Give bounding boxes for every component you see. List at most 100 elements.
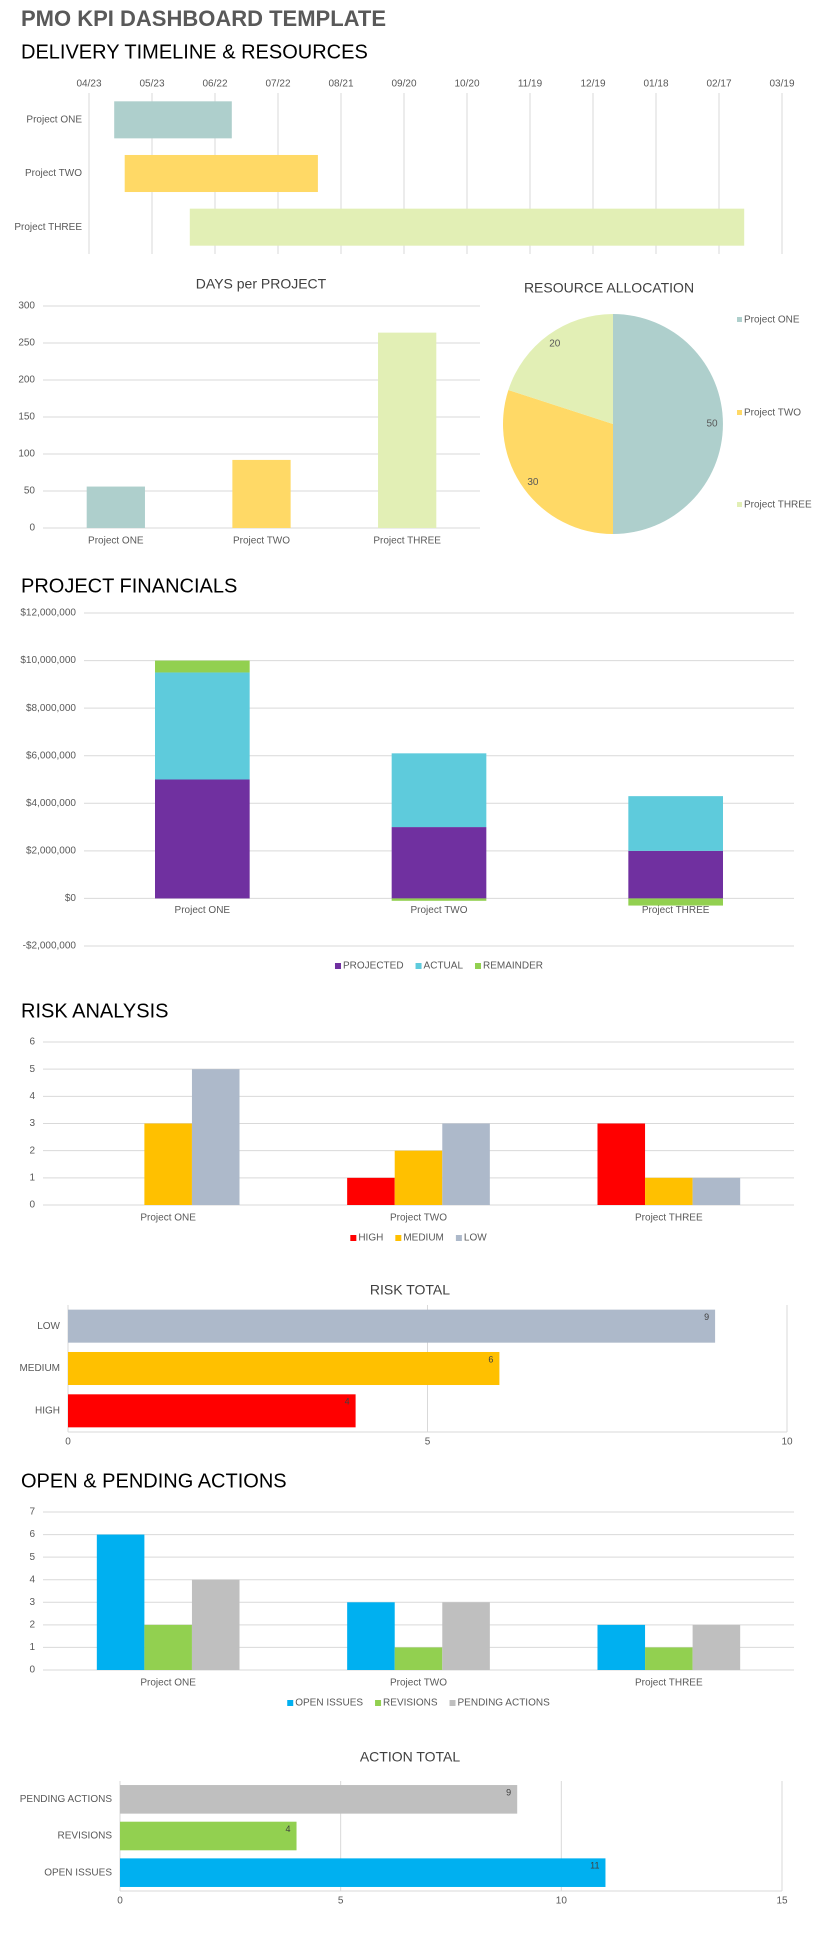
- y-tick-label: 5: [29, 1064, 35, 1075]
- x-tick-label: 08/21: [328, 79, 353, 90]
- chart-title: ACTION TOTAL: [360, 1749, 461, 1765]
- x-tick-label: 10/20: [454, 79, 479, 90]
- legend-label: HIGH: [358, 1233, 383, 1244]
- y-tick-label: 4: [29, 1091, 35, 1102]
- legend-swatch: [449, 1700, 456, 1706]
- data-label: 9: [704, 1312, 709, 1322]
- bar-segment: [155, 672, 250, 780]
- data-label: 11: [590, 1861, 599, 1871]
- y-tick-label: 0: [29, 523, 35, 534]
- y-tick-label: $0: [65, 893, 77, 904]
- section-title: DELIVERY TIMELINE & RESOURCES: [21, 41, 368, 63]
- data-label: 4: [345, 1397, 350, 1407]
- x-tick-label: Project TWO: [410, 905, 467, 916]
- y-tick-label: 50: [24, 486, 36, 497]
- y-tick-label: 4: [29, 1574, 35, 1585]
- x-tick-label: Project THREE: [635, 1678, 703, 1689]
- gantt-bar: [114, 101, 232, 139]
- x-tick-label: 11/19: [518, 79, 543, 90]
- chart-title: DAYS per PROJECT: [196, 276, 327, 292]
- y-tick-label: Project TWO: [25, 168, 82, 179]
- x-tick-label: 07/22: [265, 79, 290, 90]
- x-tick-label: Project THREE: [373, 536, 441, 547]
- y-tick-label: 2: [29, 1145, 35, 1156]
- legend-swatch: [475, 963, 481, 969]
- data-label: 9: [506, 1787, 511, 1797]
- bar: [394, 1150, 443, 1205]
- x-tick-label: Project TWO: [390, 1678, 447, 1689]
- x-tick-label: 15: [776, 1896, 788, 1907]
- legend-label: PROJECTED: [343, 961, 404, 972]
- section-title: RISK ANALYSIS: [21, 1000, 168, 1022]
- section-title: PROJECT FINANCIALS: [21, 575, 237, 597]
- legend-swatch: [737, 502, 742, 507]
- x-tick-label: Project ONE: [88, 536, 144, 547]
- legend-label: PENDING ACTIONS: [458, 1698, 551, 1709]
- x-tick-label: Project THREE: [642, 905, 710, 916]
- x-tick-label: Project TWO: [233, 536, 290, 547]
- bar: [232, 459, 291, 528]
- x-tick-label: 06/22: [202, 79, 227, 90]
- pie-slice: [503, 390, 613, 534]
- bar: [442, 1123, 490, 1205]
- bar: [347, 1177, 395, 1205]
- y-tick-label: 5: [29, 1552, 35, 1563]
- x-tick-label: Project ONE: [140, 1678, 196, 1689]
- page-title: PMO KPI DASHBOARD TEMPLATE: [21, 6, 386, 31]
- bar-segment: [628, 898, 723, 906]
- bar: [120, 1858, 606, 1887]
- legend-swatch: [737, 410, 742, 415]
- bar: [442, 1602, 490, 1670]
- legend-label: REVISIONS: [383, 1698, 438, 1709]
- bar: [692, 1177, 741, 1205]
- x-tick-label: 10: [556, 1896, 568, 1907]
- legend-label: MEDIUM: [403, 1233, 444, 1244]
- bar: [645, 1647, 693, 1670]
- y-tick-label: HIGH: [35, 1405, 60, 1416]
- y-tick-label: 6: [29, 1037, 35, 1048]
- legend-label: OPEN ISSUES: [295, 1698, 363, 1709]
- y-tick-label: -$2,000,000: [23, 941, 77, 952]
- bar: [120, 1785, 518, 1814]
- x-tick-label: 5: [338, 1896, 344, 1907]
- legend-label: REMAINDER: [483, 961, 543, 972]
- bar-segment: [391, 827, 487, 899]
- x-tick-label: Project TWO: [390, 1213, 447, 1224]
- bar: [96, 1534, 145, 1670]
- bar: [86, 486, 145, 528]
- legend-swatch: [334, 963, 341, 969]
- bar: [692, 1624, 741, 1670]
- bar: [597, 1624, 646, 1670]
- bar: [378, 332, 437, 528]
- y-tick-label: Project ONE: [26, 114, 82, 125]
- data-label: 30: [527, 477, 539, 488]
- legend-swatch: [415, 963, 422, 969]
- y-tick-label: 1: [29, 1172, 35, 1183]
- data-label: 20: [549, 339, 561, 350]
- x-tick-label: Project ONE: [140, 1213, 196, 1224]
- bar-segment: [391, 898, 487, 901]
- bar: [191, 1579, 240, 1670]
- y-tick-label: 3: [29, 1597, 35, 1608]
- section-title: OPEN & PENDING ACTIONS: [21, 1470, 287, 1492]
- x-tick-label: Project THREE: [635, 1213, 703, 1224]
- pie-slice: [508, 314, 613, 424]
- legend-label: LOW: [464, 1233, 487, 1244]
- bar: [68, 1309, 716, 1343]
- chart-title: RISK TOTAL: [370, 1282, 450, 1298]
- legend-swatch: [287, 1700, 294, 1706]
- gantt-bar: [189, 208, 745, 246]
- bar: [347, 1602, 395, 1670]
- y-tick-label: 7: [29, 1507, 35, 1518]
- legend-label: Project TWO: [744, 408, 801, 419]
- y-tick-label: 100: [18, 449, 35, 460]
- bar: [144, 1123, 192, 1205]
- y-tick-label: 150: [18, 412, 35, 423]
- legend-label: ACTUAL: [424, 961, 464, 972]
- y-tick-label: MEDIUM: [19, 1363, 60, 1374]
- y-tick-label: 2: [29, 1619, 35, 1630]
- y-tick-label: $12,000,000: [20, 608, 76, 619]
- bar: [191, 1069, 240, 1205]
- y-tick-label: OPEN ISSUES: [44, 1867, 112, 1878]
